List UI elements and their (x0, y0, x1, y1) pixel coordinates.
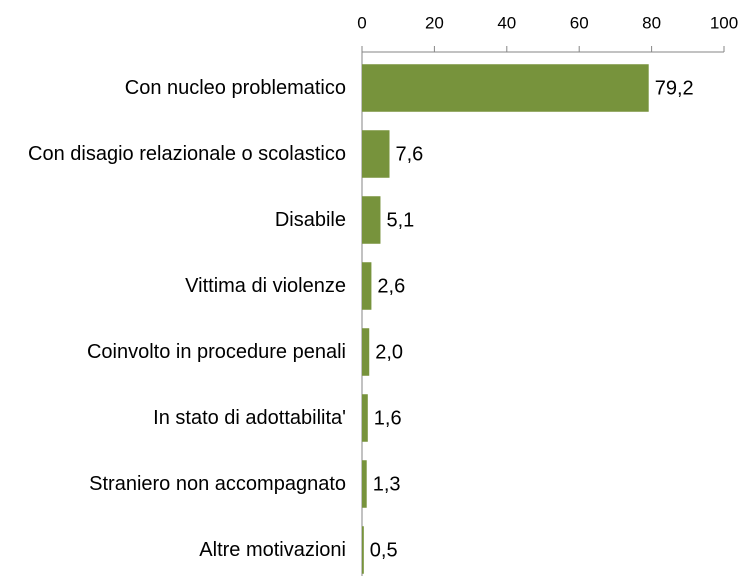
bar (362, 328, 370, 376)
y-tick-label: In stato di adottabilita' (153, 407, 346, 429)
bar (362, 394, 368, 442)
x-tick-label: 0 (357, 13, 366, 32)
data-label: 1,6 (374, 407, 402, 429)
bar (362, 526, 364, 574)
bar (362, 130, 390, 178)
bar (362, 460, 367, 508)
bar (362, 262, 372, 310)
data-label: 2,6 (377, 275, 405, 297)
data-label: 7,6 (396, 143, 424, 165)
data-label: 2,0 (375, 341, 403, 363)
category-label-box: Straniero non accompagnato (89, 473, 346, 495)
x-tick-label: 100 (710, 13, 738, 32)
y-tick-label: Altre motivazioni (199, 539, 346, 561)
y-tick-label: Con nucleo problematico (124, 77, 346, 99)
x-tick-label: 60 (570, 13, 589, 32)
category-label-box: Altre motivazioni (199, 539, 346, 561)
y-tick-label: Con disagio relazionale o scolastico (28, 143, 346, 165)
category-label-box: Coinvolto in procedure penali (86, 341, 346, 363)
category-label-box: Vittima di violenze (185, 275, 346, 297)
x-tick-label: 20 (425, 13, 444, 32)
y-tick-label: Vittima di violenze (185, 275, 346, 297)
data-label: 1,3 (373, 473, 401, 495)
bar (362, 196, 381, 244)
y-tick-label: Disabile (274, 209, 346, 231)
category-label-box: Disabile (274, 209, 346, 231)
category-label-box: In stato di adottabilita' (153, 407, 346, 429)
y-tick-label: Coinvolto in procedure penali (86, 341, 346, 363)
bar (362, 64, 649, 112)
data-label: 0,5 (370, 539, 398, 561)
x-tick-label: 40 (497, 13, 516, 32)
category-label-box: Con disagio relazionale o scolastico (28, 143, 346, 165)
data-label: 79,2 (655, 77, 694, 99)
data-label: 5,1 (386, 209, 414, 231)
x-tick-label: 80 (642, 13, 661, 32)
y-tick-label: Straniero non accompagnato (89, 473, 346, 495)
category-label-box: Con nucleo problematico (124, 77, 346, 99)
